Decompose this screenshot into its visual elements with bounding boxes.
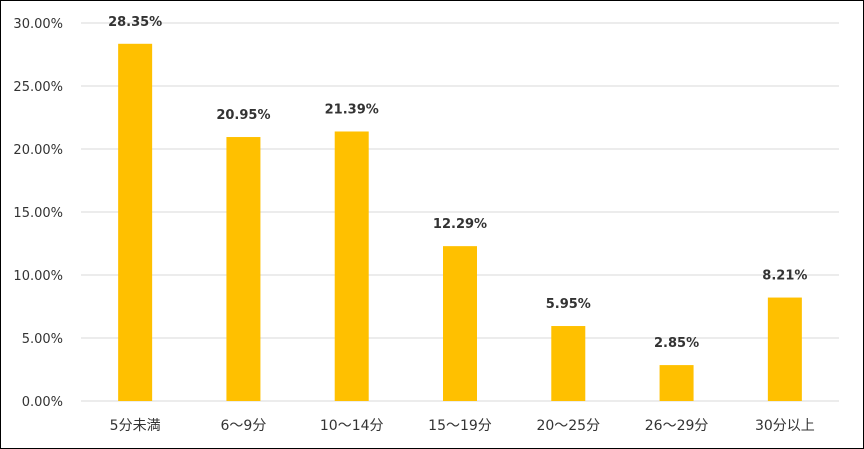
y-tick-label: 5.00%: [22, 332, 63, 347]
x-category-label: 26～29分: [645, 418, 709, 434]
y-tick-label: 25.00%: [13, 80, 63, 95]
y-tick-label: 30.00%: [13, 17, 63, 32]
bar: [118, 43, 153, 401]
data-label: 28.35%: [108, 15, 162, 30]
bar: [226, 137, 261, 401]
y-tick-label: 20.00%: [13, 143, 63, 158]
x-axis-category-labels: 5分未満 6～9分 10～14分 15～19分 20～25分 26～29分 30分以上: [110, 418, 815, 434]
y-axis-tick-labels: 0.00% 5.00% 10.00% 15.00% 20.00% 25.00% 30.00%: [13, 17, 63, 410]
data-label: 5.95%: [546, 297, 591, 312]
bar: [443, 246, 477, 401]
y-tick-label: 0.00%: [22, 395, 63, 410]
x-category-label: 15～19分: [428, 418, 492, 434]
y-tick-label: 10.00%: [13, 269, 63, 284]
x-category-label: 10～14分: [320, 418, 384, 434]
x-category-label: 6～9分: [221, 418, 267, 434]
data-label: 12.29%: [433, 217, 487, 232]
y-tick-label: 15.00%: [13, 206, 63, 221]
data-label: 2.85%: [654, 336, 699, 351]
bar: [767, 297, 802, 401]
bar: [659, 365, 694, 401]
data-label: 21.39%: [325, 102, 379, 117]
x-category-label: 30分以上: [755, 418, 815, 434]
data-label: 8.21%: [762, 269, 807, 284]
x-category-label: 20～25分: [536, 418, 600, 434]
data-labels: 28.35% 20.95% 21.39% 12.29% 5.95% 2.85% 8.21%: [108, 15, 807, 351]
bar: [551, 326, 586, 401]
bars: [118, 43, 802, 401]
bar: [334, 131, 369, 401]
x-category-label: 5分未満: [110, 418, 161, 434]
data-label: 20.95%: [216, 108, 270, 123]
